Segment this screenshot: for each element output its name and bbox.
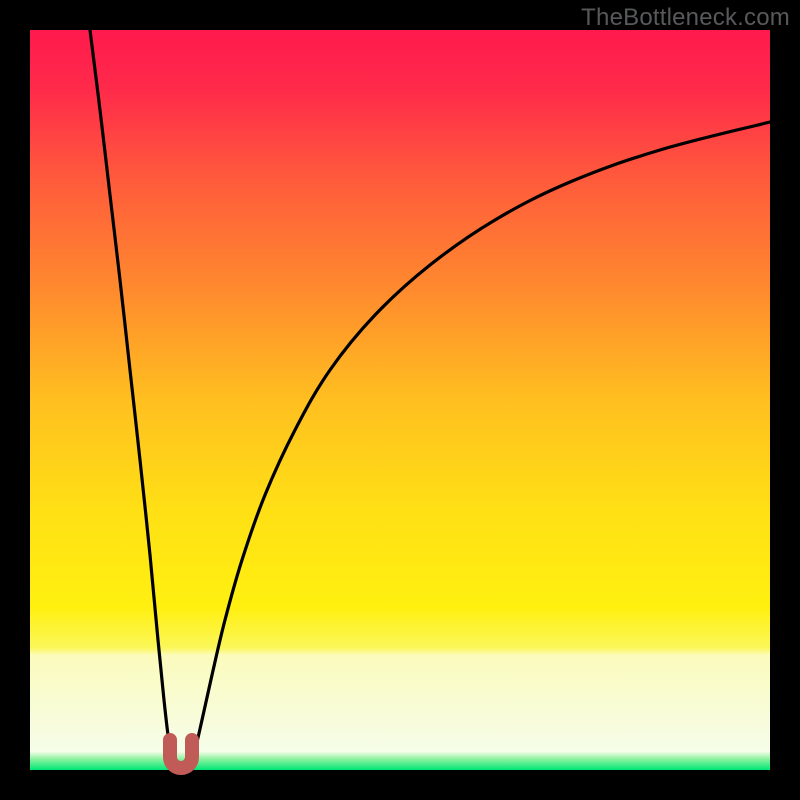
watermark-text: TheBottleneck.com <box>581 4 790 32</box>
chart-frame: TheBottleneck.com <box>0 0 800 800</box>
plot-background <box>30 30 770 770</box>
bottleneck-plot <box>0 0 800 800</box>
